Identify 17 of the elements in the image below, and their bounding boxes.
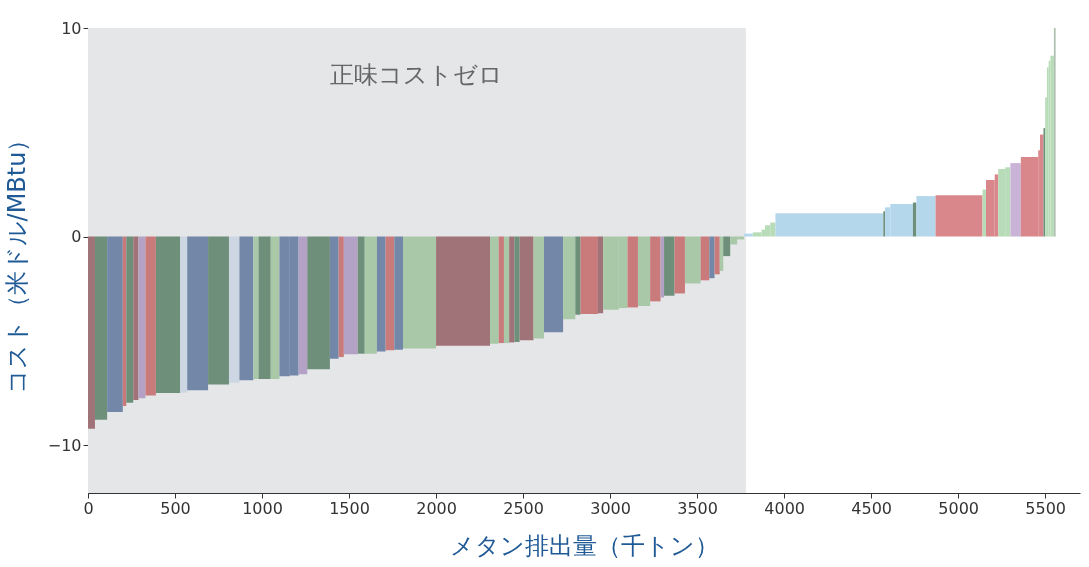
x-tick-label: 500 <box>160 498 191 518</box>
band-label: 正味コストゼロ <box>330 61 504 89</box>
y-tick-label: −10 <box>47 435 82 455</box>
y-tick-label: 0 <box>71 227 82 247</box>
x-tick-label: 2000 <box>416 498 457 518</box>
x-tick-label: 3500 <box>677 498 718 518</box>
x-tick-label: 1500 <box>329 498 370 518</box>
x-tick-label: 5500 <box>1025 498 1067 518</box>
x-tick-label: 4500 <box>851 498 893 518</box>
y-tick-label: 10 <box>61 18 82 38</box>
x-tick-label: 2500 <box>503 498 544 518</box>
x-tick-label: 4000 <box>764 498 805 518</box>
x-axis-title: メタン排出量（千トン） <box>450 531 719 560</box>
x-tick-label: 1000 <box>242 498 283 518</box>
x-tick-label: 5000 <box>938 498 980 518</box>
x-tick-label: 3000 <box>590 498 631 518</box>
y-axis-title: コスト（米ドル/MBtu） <box>2 127 31 395</box>
